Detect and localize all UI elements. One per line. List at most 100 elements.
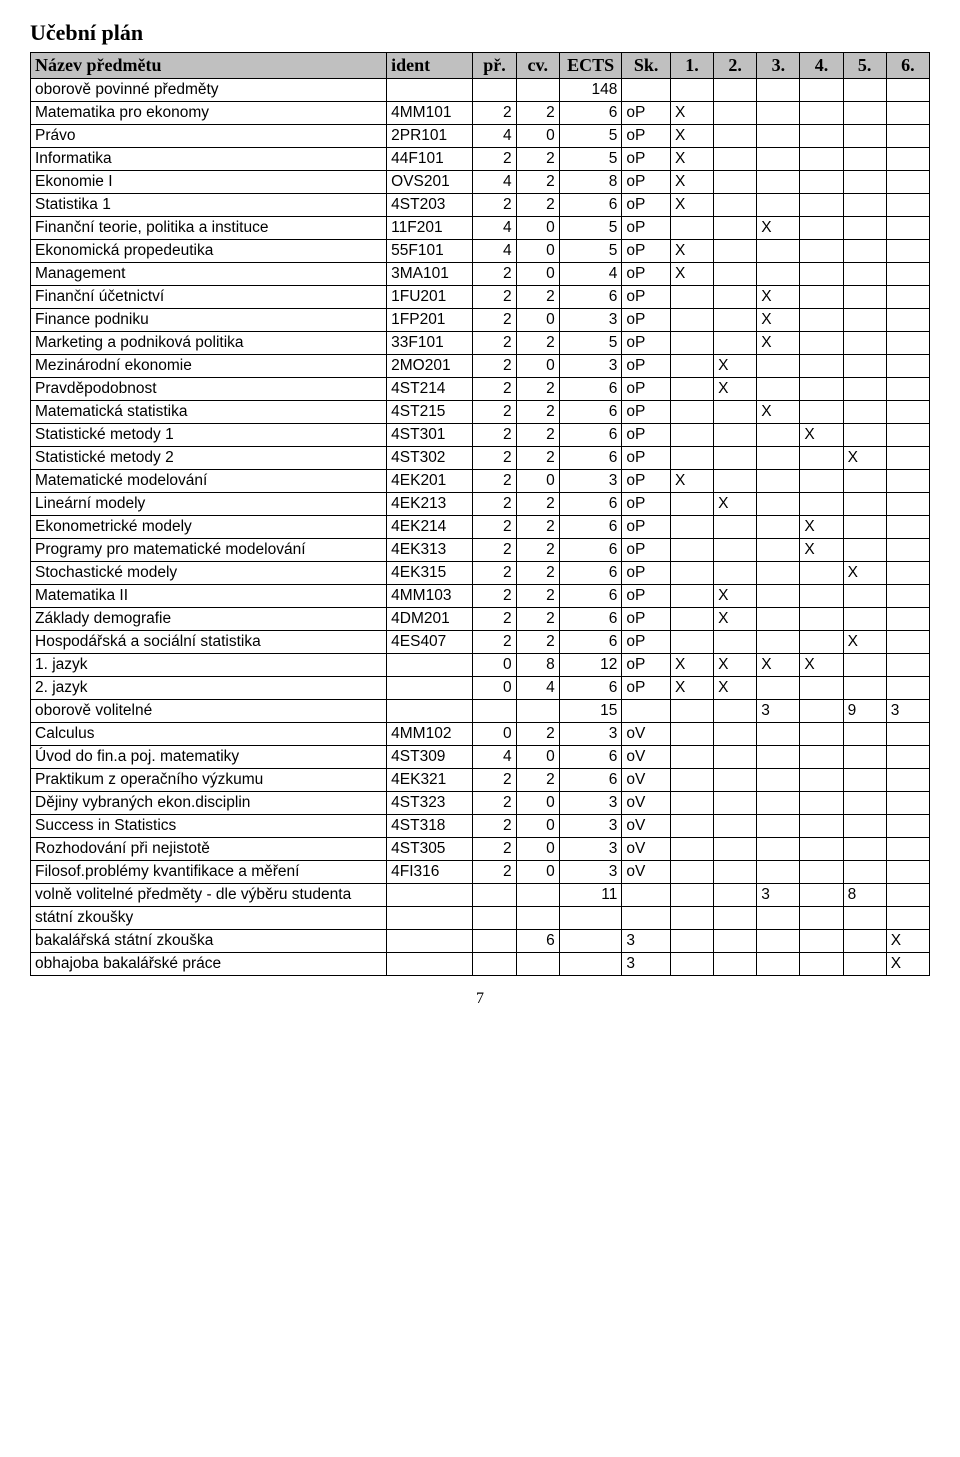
table-row: Management3MA101204oPX — [31, 263, 930, 286]
cell-ects: 4 — [559, 263, 622, 286]
cell-s2 — [714, 631, 757, 654]
cell-name: Matematika pro ekonomy — [31, 102, 387, 125]
cell-s2 — [714, 815, 757, 838]
cell-s5 — [843, 286, 886, 309]
cell-cv: 4 — [516, 677, 559, 700]
cell-s1 — [670, 792, 713, 815]
cell-s2: X — [714, 608, 757, 631]
cell-s5: 8 — [843, 884, 886, 907]
cell-s6 — [886, 907, 929, 930]
cell-s1: X — [670, 148, 713, 171]
cell-s4 — [800, 907, 843, 930]
cell-s6 — [886, 125, 929, 148]
cell-s5 — [843, 677, 886, 700]
cell-name: Statistické metody 2 — [31, 447, 387, 470]
cell-ects: 6 — [559, 562, 622, 585]
cell-s4 — [800, 447, 843, 470]
cell-cv: 2 — [516, 447, 559, 470]
cell-pr — [473, 953, 516, 976]
cell-s4 — [800, 240, 843, 263]
cell-s1 — [670, 424, 713, 447]
cell-cv: 2 — [516, 631, 559, 654]
cell-name: oborově volitelné — [31, 700, 387, 723]
cell-name: Právo — [31, 125, 387, 148]
cell-s4 — [800, 493, 843, 516]
cell-s6 — [886, 723, 929, 746]
cell-sk — [622, 907, 671, 930]
cell-name: Rozhodování při nejistotě — [31, 838, 387, 861]
cell-s6 — [886, 378, 929, 401]
cell-s5 — [843, 355, 886, 378]
cell-ident: 4ST318 — [387, 815, 473, 838]
cell-ects: 6 — [559, 746, 622, 769]
cell-sk: oP — [622, 401, 671, 424]
cell-s2 — [714, 953, 757, 976]
cell-cv: 2 — [516, 194, 559, 217]
col-header-s1: 1. — [670, 53, 713, 79]
cell-s3 — [757, 815, 800, 838]
table-row: Matematika pro ekonomy4MM101226oPX — [31, 102, 930, 125]
cell-s4 — [800, 378, 843, 401]
cell-name: Lineární modely — [31, 493, 387, 516]
cell-cv: 2 — [516, 516, 559, 539]
cell-pr: 4 — [473, 240, 516, 263]
cell-pr: 2 — [473, 769, 516, 792]
cell-name: Informatika — [31, 148, 387, 171]
cell-s3 — [757, 171, 800, 194]
cell-ident: 4ST203 — [387, 194, 473, 217]
cell-ects: 12 — [559, 654, 622, 677]
cell-s2: X — [714, 493, 757, 516]
cell-pr: 2 — [473, 815, 516, 838]
cell-s3 — [757, 240, 800, 263]
table-row: oborově povinné předměty148 — [31, 79, 930, 102]
cell-name: Dějiny vybraných ekon.disciplin — [31, 792, 387, 815]
cell-ects: 15 — [559, 700, 622, 723]
cell-name: Hospodářská a sociální statistika — [31, 631, 387, 654]
cell-s1: X — [670, 470, 713, 493]
cell-ects: 6 — [559, 677, 622, 700]
cell-ects: 6 — [559, 631, 622, 654]
cell-ident: 4ST309 — [387, 746, 473, 769]
cell-s4 — [800, 470, 843, 493]
cell-sk: oP — [622, 102, 671, 125]
cell-s6 — [886, 309, 929, 332]
cell-ects: 6 — [559, 516, 622, 539]
cell-ects: 5 — [559, 332, 622, 355]
cell-ident: 33F101 — [387, 332, 473, 355]
cell-name: státní zkoušky — [31, 907, 387, 930]
cell-s3 — [757, 608, 800, 631]
table-row: volně volitelné předměty - dle výběru st… — [31, 884, 930, 907]
cell-pr: 2 — [473, 516, 516, 539]
cell-sk: oV — [622, 838, 671, 861]
table-row: Informatika44F101225oPX — [31, 148, 930, 171]
cell-s1 — [670, 746, 713, 769]
cell-s2 — [714, 907, 757, 930]
cell-pr: 2 — [473, 447, 516, 470]
cell-sk: oP — [622, 263, 671, 286]
cell-s5 — [843, 309, 886, 332]
cell-s2 — [714, 746, 757, 769]
cell-s1 — [670, 401, 713, 424]
cell-cv: 2 — [516, 562, 559, 585]
cell-s2 — [714, 792, 757, 815]
cell-s2: X — [714, 355, 757, 378]
cell-s5 — [843, 470, 886, 493]
cell-s2 — [714, 838, 757, 861]
cell-s5 — [843, 148, 886, 171]
cell-s3 — [757, 930, 800, 953]
table-row: Pravděpodobnost4ST214226oPX — [31, 378, 930, 401]
cell-s2 — [714, 516, 757, 539]
cell-pr: 0 — [473, 723, 516, 746]
cell-ects: 5 — [559, 125, 622, 148]
cell-ident: 4ST215 — [387, 401, 473, 424]
cell-s4 — [800, 148, 843, 171]
cell-ects: 3 — [559, 723, 622, 746]
cell-ident: OVS201 — [387, 171, 473, 194]
cell-s4 — [800, 838, 843, 861]
cell-s3 — [757, 447, 800, 470]
cell-pr: 2 — [473, 424, 516, 447]
cell-s2 — [714, 309, 757, 332]
cell-s5 — [843, 585, 886, 608]
cell-s2 — [714, 861, 757, 884]
table-row: Matematika II4MM103226oPX — [31, 585, 930, 608]
